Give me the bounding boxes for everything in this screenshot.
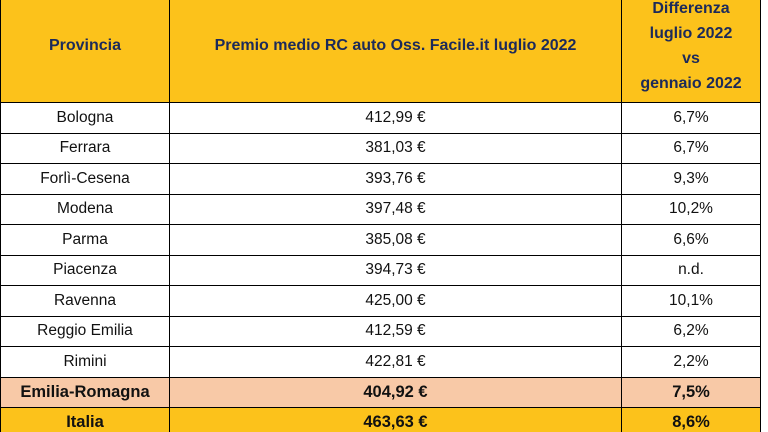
cell-provincia: Ferrara xyxy=(0,132,170,164)
cell-provincia: Ravenna xyxy=(0,285,170,317)
cell-provincia: Rimini xyxy=(0,346,170,378)
cell-provincia: Forlì-Cesena xyxy=(0,163,170,195)
cell-national-differenza: 8,6% xyxy=(621,407,761,432)
cell-provincia: Bologna xyxy=(0,102,170,134)
cell-premio: 394,73 € xyxy=(169,254,622,286)
cell-national-name: Italia xyxy=(0,407,170,432)
cell-premio: 425,00 € xyxy=(169,285,622,317)
cell-differenza: 6,6% xyxy=(621,224,761,256)
cell-provincia: Parma xyxy=(0,224,170,256)
cell-provincia: Piacenza xyxy=(0,254,170,286)
table-row-reggio-emilia: Reggio Emilia 412,59 € 6,2% xyxy=(0,315,761,347)
cell-region-premio: 404,92 € xyxy=(169,376,622,408)
cell-premio: 412,59 € xyxy=(169,315,622,347)
cell-premio: 381,03 € xyxy=(169,132,622,164)
table-row-piacenza: Piacenza 394,73 € n.d. xyxy=(0,254,761,286)
cell-national-premio: 463,63 € xyxy=(169,407,622,432)
cell-differenza: 6,7% xyxy=(621,102,761,134)
cell-premio: 422,81 € xyxy=(169,346,622,378)
table-row-forli-cesena: Forlì-Cesena 393,76 € 9,3% xyxy=(0,163,761,195)
cell-differenza: 6,2% xyxy=(621,315,761,347)
cell-region-differenza: 7,5% xyxy=(621,376,761,408)
table-row-region-total: Emilia-Romagna 404,92 € 7,5% xyxy=(0,376,761,408)
table-row-ravenna: Ravenna 425,00 € 10,1% xyxy=(0,285,761,317)
header-differenza-line-1: Differenza xyxy=(652,0,730,17)
cell-region-name: Emilia-Romagna xyxy=(0,376,170,408)
cell-premio: 412,99 € xyxy=(169,102,622,134)
cell-differenza: n.d. xyxy=(621,254,761,286)
header-differenza: Differenza luglio 2022 vs gennaio 2022 xyxy=(621,0,761,103)
table-row-parma: Parma 385,08 € 6,6% xyxy=(0,224,761,256)
cell-differenza: 9,3% xyxy=(621,163,761,195)
table-row-national-total: Italia 463,63 € 8,6% xyxy=(0,407,761,432)
cell-differenza: 2,2% xyxy=(621,346,761,378)
header-differenza-line-3: vs xyxy=(682,49,700,67)
cell-premio: 397,48 € xyxy=(169,193,622,225)
table-header: Provincia Premio medio RC auto Oss. Faci… xyxy=(0,0,761,103)
header-provincia: Provincia xyxy=(0,0,170,103)
header-differenza-line-4: gennaio 2022 xyxy=(640,74,742,92)
cell-provincia: Reggio Emilia xyxy=(0,315,170,347)
cell-premio: 385,08 € xyxy=(169,224,622,256)
header-differenza-line-2: luglio 2022 xyxy=(649,24,733,42)
table-row-ferrara: Ferrara 381,03 € 6,7% xyxy=(0,132,761,164)
cell-differenza: 10,2% xyxy=(621,193,761,225)
cell-provincia: Modena xyxy=(0,193,170,225)
cell-differenza: 10,1% xyxy=(621,285,761,317)
table-body: Bologna 412,99 € 6,7% Ferrara 381,03 € 6… xyxy=(0,102,761,432)
table-row-bologna: Bologna 412,99 € 6,7% xyxy=(0,102,761,134)
table-row-modena: Modena 397,48 € 10,2% xyxy=(0,193,761,225)
table-row-rimini: Rimini 422,81 € 2,2% xyxy=(0,346,761,378)
cell-premio: 393,76 € xyxy=(169,163,622,195)
cell-differenza: 6,7% xyxy=(621,132,761,164)
header-premio-medio: Premio medio RC auto Oss. Facile.it lugl… xyxy=(169,0,622,103)
